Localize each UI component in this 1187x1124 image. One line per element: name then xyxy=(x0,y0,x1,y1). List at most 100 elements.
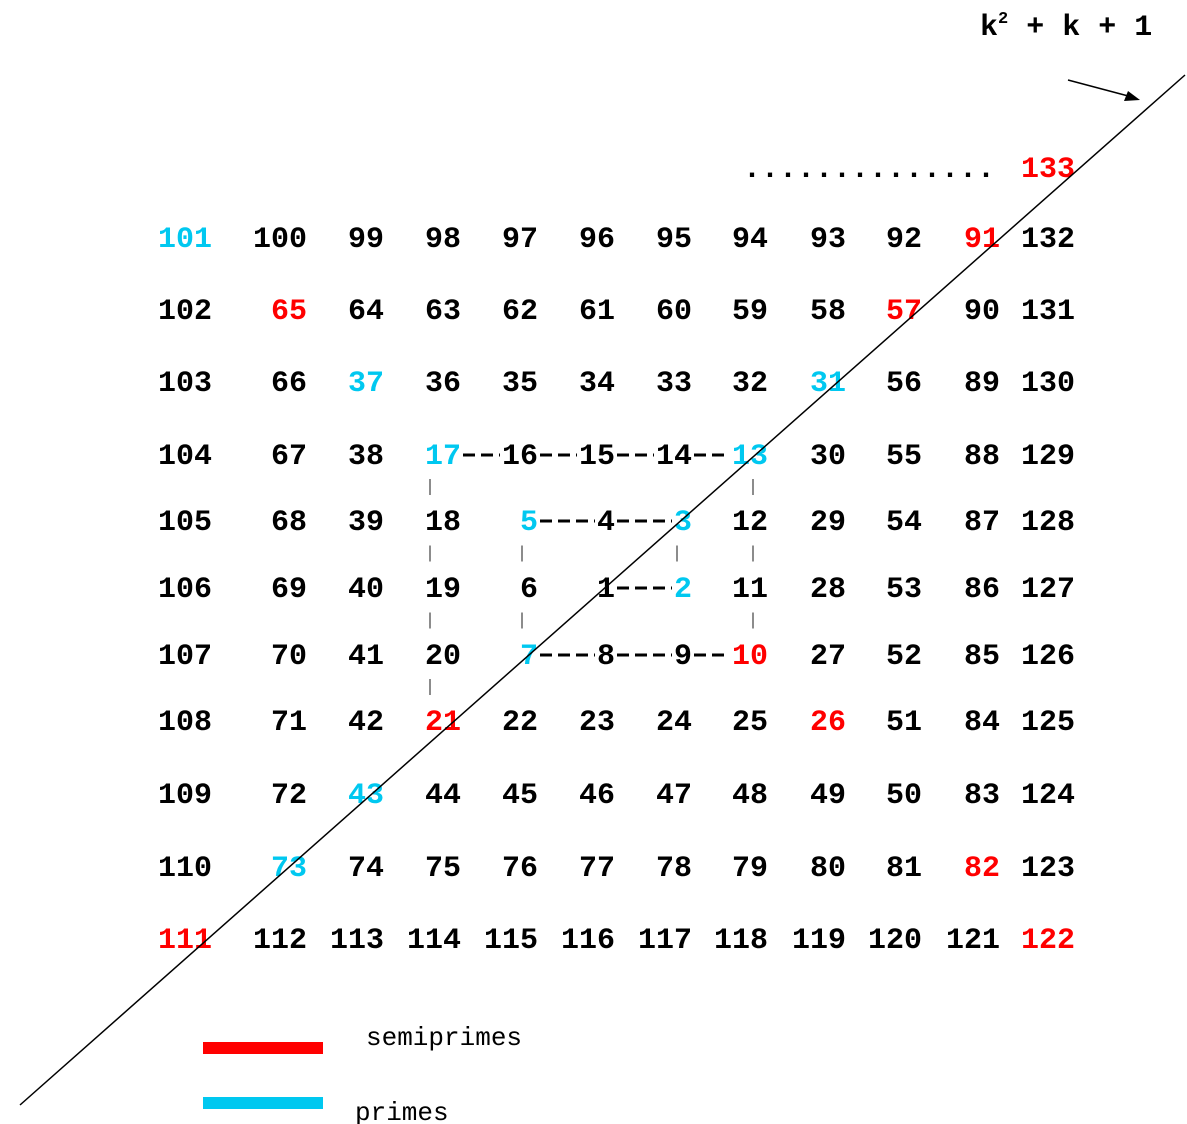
number-cell: 93 xyxy=(810,223,846,257)
number-cell: 41 xyxy=(348,640,384,674)
number-cell: 86 xyxy=(964,573,1000,607)
number-cell: 20 xyxy=(425,640,461,674)
number-cell: 52 xyxy=(886,640,922,674)
number-cell: 30 xyxy=(810,440,846,474)
number-cell: 48 xyxy=(732,779,768,813)
formula: k2 + k + 1 xyxy=(980,10,1152,45)
number-cell: 3 xyxy=(674,506,692,540)
number-cell: 64 xyxy=(348,295,384,329)
number-cell: 88 xyxy=(964,440,1000,474)
number-cell: 19 xyxy=(425,573,461,607)
number-cell: 77 xyxy=(579,852,615,886)
number-cell: 59 xyxy=(732,295,768,329)
number-cell: 17 xyxy=(425,440,461,474)
number-cell: 103 xyxy=(158,367,212,401)
number-cell: 87 xyxy=(964,506,1000,540)
connectors xyxy=(429,453,754,695)
number-cell: 125 xyxy=(1021,706,1075,740)
grid: 133..............101 100 99 98 97 96 95 94 93 92 9… xyxy=(158,153,1075,958)
number-cell: 24 xyxy=(656,706,692,740)
number-cell: 118 xyxy=(714,924,768,958)
number-cell: 31 xyxy=(810,367,846,401)
number-cell: 45 xyxy=(502,779,538,813)
arrow xyxy=(1067,79,1133,98)
number-cell: 44 xyxy=(425,779,461,813)
number-cell: 55 xyxy=(886,440,922,474)
number-cell: 69 xyxy=(271,573,307,607)
number-cell: 102 xyxy=(158,295,212,329)
number-cell: 8 xyxy=(597,640,615,674)
number-cell: 2 xyxy=(674,573,692,607)
number-cell: 26 xyxy=(810,706,846,740)
number-cell: 95 xyxy=(656,223,692,257)
number-cell: 130 xyxy=(1021,367,1075,401)
number-cell: 124 xyxy=(1021,779,1075,813)
number-cell: 15 xyxy=(579,440,615,474)
number-cell: 67 xyxy=(271,440,307,474)
number-cell: 89 xyxy=(964,367,1000,401)
number-cell: 78 xyxy=(656,852,692,886)
number-cell: 25 xyxy=(732,706,768,740)
number-cell: 113 xyxy=(330,924,384,958)
number-cell: 122 xyxy=(1021,924,1075,958)
number-cell: 108 xyxy=(158,706,212,740)
number-cell: 63 xyxy=(425,295,461,329)
number-cell: 28 xyxy=(810,573,846,607)
number-cell: 11 xyxy=(732,573,768,607)
number-cell: 114 xyxy=(407,924,461,958)
number-cell: 115 xyxy=(484,924,538,958)
number-cell: 38 xyxy=(348,440,384,474)
number-cell: 84 xyxy=(964,706,1000,740)
number-cell: 131 xyxy=(1021,295,1075,329)
number-cell: 83 xyxy=(964,779,1000,813)
number-cell: 23 xyxy=(579,706,615,740)
number-cell: 21 xyxy=(425,706,461,740)
number-cell: 123 xyxy=(1021,852,1075,886)
legend-label: semiprimes xyxy=(366,1023,522,1053)
number-cell: 68 xyxy=(271,506,307,540)
number-cell: 12 xyxy=(732,506,768,540)
number-cell: 13 xyxy=(732,440,768,474)
number-cell: 53 xyxy=(886,573,922,607)
number-cell: 94 xyxy=(732,223,768,257)
number-cell: 37 xyxy=(348,367,384,401)
number-cell: 126 xyxy=(1021,640,1075,674)
number-cell: 79 xyxy=(732,852,768,886)
number-cell: 54 xyxy=(886,506,922,540)
number-cell: 42 xyxy=(348,706,384,740)
number-cell: 34 xyxy=(579,367,615,401)
number-cell: 40 xyxy=(348,573,384,607)
legend-swatch xyxy=(203,1042,323,1054)
legend-swatch xyxy=(203,1097,323,1109)
number-cell: 133 xyxy=(1021,153,1075,187)
number-cell: 60 xyxy=(656,295,692,329)
number-cell: 46 xyxy=(579,779,615,813)
number-cell: 4 xyxy=(597,506,615,540)
number-cell: 90 xyxy=(964,295,1000,329)
number-cell: 106 xyxy=(158,573,212,607)
formula-base: k xyxy=(980,11,998,45)
number-cell: 1 xyxy=(597,573,615,607)
number-cell: 39 xyxy=(348,506,384,540)
number-cell: 76 xyxy=(502,852,538,886)
number-cell: 82 xyxy=(964,852,1000,886)
diagonal-line xyxy=(19,74,1186,1106)
legend-label: primes xyxy=(355,1098,449,1124)
number-cell: 43 xyxy=(348,779,384,813)
number-cell: 65 xyxy=(271,295,307,329)
number-cell: 50 xyxy=(886,779,922,813)
number-cell: 98 xyxy=(425,223,461,257)
number-cell: 91 xyxy=(964,223,1000,257)
number-cell: 105 xyxy=(158,506,212,540)
number-cell: 66 xyxy=(271,367,307,401)
number-cell: 22 xyxy=(502,706,538,740)
number-cell: 104 xyxy=(158,440,212,474)
number-cell: 116 xyxy=(561,924,615,958)
number-cell: 99 xyxy=(348,223,384,257)
number-cell: 5 xyxy=(520,506,538,540)
number-cell: 110 xyxy=(158,852,212,886)
formula-exponent: 2 xyxy=(998,10,1008,29)
number-cell: 71 xyxy=(271,706,307,740)
number-cell: 33 xyxy=(656,367,692,401)
number-cell: 75 xyxy=(425,852,461,886)
